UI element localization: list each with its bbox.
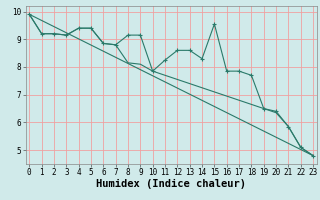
X-axis label: Humidex (Indice chaleur): Humidex (Indice chaleur) bbox=[96, 179, 246, 189]
